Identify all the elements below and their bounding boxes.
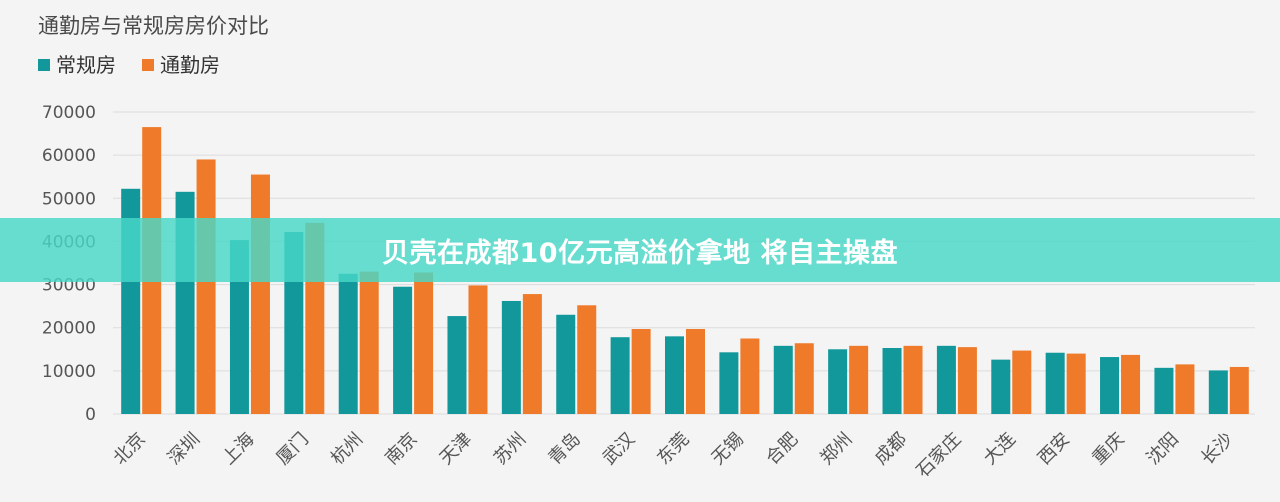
bar-regular: [338, 273, 358, 414]
x-tick-label: 石家庄: [912, 429, 965, 482]
legend: 常规房 通勤房: [38, 53, 220, 77]
bar-commute: [957, 347, 977, 414]
x-tick-label: 苏州: [490, 429, 530, 469]
x-tick-label: 重庆: [1088, 429, 1128, 469]
bar-commute: [250, 174, 270, 414]
y-tick-label: 60000: [42, 146, 96, 166]
headline-banner[interactable]: 贝壳在成都10亿元高溢价拿地 将自主操盘: [0, 218, 1280, 282]
x-tick-label: 沈阳: [1143, 429, 1183, 469]
bar-regular: [1154, 367, 1174, 414]
x-tick-label: 天津: [436, 429, 476, 469]
bar-commute: [686, 329, 705, 414]
bar-commute: [414, 272, 434, 414]
bar-commute: [903, 345, 923, 414]
bar-commute: [577, 305, 597, 414]
bar-commute: [196, 159, 216, 414]
y-tick-label: 50000: [42, 189, 96, 209]
bar-regular: [665, 336, 684, 414]
y-tick-label: 70000: [42, 103, 96, 123]
bar-commute: [1066, 353, 1086, 414]
bar-regular: [936, 345, 956, 414]
bar-regular: [1045, 352, 1065, 414]
legend-swatch-commute: [142, 59, 154, 71]
bar-regular: [393, 286, 413, 414]
bar-commute: [468, 285, 488, 414]
bar-regular: [828, 349, 848, 414]
x-tick-label: 合肥: [762, 429, 802, 469]
bar-regular: [719, 352, 739, 414]
y-tick-label: 20000: [42, 319, 96, 339]
bar-regular: [882, 347, 902, 414]
bar-regular: [773, 345, 793, 414]
legend-label-commute: 通勤房: [160, 53, 220, 77]
bar-regular: [501, 300, 521, 414]
headline-text: 贝壳在成都10亿元高溢价拿地 将自主操盘: [382, 237, 898, 269]
x-tick-label: 成都: [871, 429, 911, 469]
legend-swatch-regular: [38, 59, 50, 71]
x-tick-label: 南京: [381, 429, 421, 469]
bar-regular: [447, 316, 467, 414]
bar-regular: [1208, 370, 1228, 414]
x-tick-label: 厦门: [273, 429, 313, 469]
x-tick-label: 杭州: [327, 429, 367, 469]
x-tick-label: 东莞: [653, 429, 693, 469]
bar-regular: [229, 240, 249, 414]
y-tick-label: 0: [85, 405, 96, 425]
bar-commute: [1012, 350, 1032, 414]
bar-commute: [849, 345, 869, 414]
chart-title: 通勤房与常规房房价对比: [38, 14, 269, 38]
x-tick-label: 西安: [1034, 429, 1074, 469]
x-tick-label: 无锡: [708, 429, 748, 469]
x-tick-label: 长沙: [1197, 429, 1237, 469]
bar-commute: [522, 294, 542, 414]
x-tick-label: 大连: [980, 429, 1020, 469]
bar-commute: [794, 343, 814, 414]
bar-commute: [1175, 364, 1195, 414]
bar-regular: [610, 337, 630, 414]
x-tick-label: 郑州: [816, 429, 856, 469]
bar-regular: [1100, 357, 1120, 414]
bar-commute: [740, 338, 760, 414]
y-tick-label: 10000: [42, 362, 96, 382]
x-axis: 北京 深圳 上海 厦门 杭州 南京 天津 苏州 青岛 武汉 东莞 无锡 合肥 郑州 成都 石家庄 大连 西安 重庆沈…: [109, 429, 1237, 482]
x-tick-label: 上海: [218, 429, 258, 469]
legend-label-regular: 常规房: [56, 53, 116, 77]
bar-commute: [359, 271, 379, 414]
bar-regular: [991, 359, 1011, 414]
x-tick-label: 北京: [109, 429, 149, 469]
bar-commute: [1121, 354, 1141, 414]
x-tick-label: 青岛: [544, 429, 584, 469]
x-tick-label: 武汉: [599, 429, 639, 469]
bar-commute: [631, 329, 651, 414]
bar-regular: [556, 314, 576, 414]
x-tick-label: 深圳: [164, 429, 204, 469]
bar-commute: [1229, 366, 1249, 414]
